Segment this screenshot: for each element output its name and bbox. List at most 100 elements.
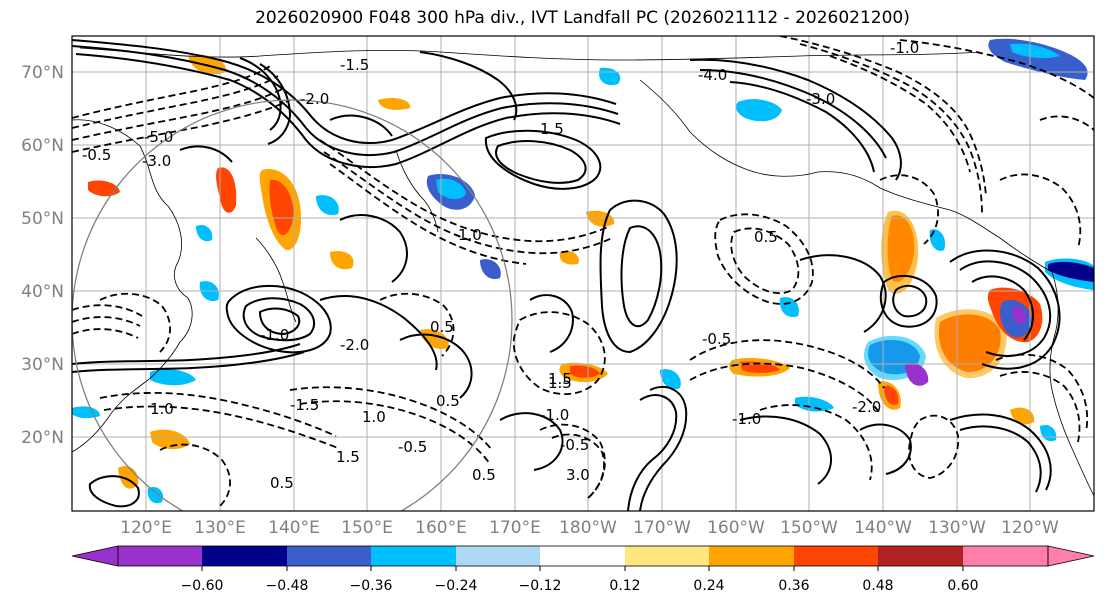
contour-label: 1.0	[150, 400, 174, 418]
lon-label: 140°E	[268, 518, 320, 538]
shade-cyan-region	[316, 195, 339, 216]
contour-label: 0.5	[270, 474, 294, 492]
contour-label: -4.0	[698, 66, 727, 84]
contour-label: 0.5	[436, 392, 460, 410]
coastline-asia	[72, 119, 193, 453]
contour-solid	[484, 129, 602, 190]
contour-solid	[72, 351, 305, 373]
contour-solid	[639, 385, 688, 511]
contour-solid	[339, 214, 408, 283]
contour-labels: -1.0 -5.0 -3.0 -0.5 -1.5 -4.0 -3.0 -2.0 …	[82, 39, 919, 492]
lat-label: 60°N	[21, 136, 64, 156]
contour-label: 1.0	[458, 226, 482, 244]
contour-dashed	[159, 443, 231, 507]
contour-solid	[627, 394, 678, 511]
contour-dashed	[730, 227, 800, 295]
lat-label: 20°N	[21, 428, 64, 448]
shade-purple-region	[1012, 306, 1027, 325]
lon-label: 120°W	[1001, 518, 1059, 538]
contour-dashed	[779, 36, 987, 197]
shade-cyan-region	[660, 369, 681, 390]
contour-solid	[72, 45, 619, 156]
contour-label: 0.5	[430, 318, 454, 336]
contour-solid	[72, 39, 617, 144]
shade-cyan-region	[795, 396, 834, 412]
coastline-na-west	[1049, 271, 1094, 497]
colorbar-segment	[878, 546, 963, 566]
contour-label: 1.5	[336, 448, 360, 466]
contour-dashed	[72, 328, 139, 339]
colorbar-segment	[118, 546, 202, 566]
contour-dashed	[551, 433, 605, 501]
contour-label: -5.0	[144, 128, 173, 146]
shade-red-region	[570, 365, 600, 378]
contour-solid	[689, 58, 902, 181]
colorbar-tick-label: 0.24	[693, 578, 724, 594]
contour-solid	[949, 413, 1052, 491]
longitude-labels: 120°E 130°E 140°E 150°E 160°E 170°E 180°…	[120, 518, 1059, 538]
contour-solid	[72, 343, 301, 365]
shade-purple-region	[905, 363, 929, 386]
contour-dashed	[329, 163, 527, 265]
latitude-labels: 70°N 60°N 50°N 40°N 30°N 20°N	[21, 63, 64, 448]
range-circle	[72, 99, 513, 511]
lon-label: 170°W	[633, 518, 691, 538]
contour-solid	[879, 274, 938, 328]
contour-dashed	[1039, 115, 1094, 131]
solid-contours	[72, 39, 1061, 511]
contour-label: -1.0	[732, 410, 761, 428]
lon-label: 160°W	[707, 518, 765, 538]
colorbar-tick-label: −0.48	[266, 578, 309, 594]
shaded-regions	[72, 38, 1094, 504]
coastline-kamchatka	[395, 149, 439, 233]
shade-red-region	[216, 167, 237, 213]
contour-label: -3.0	[142, 152, 171, 170]
contour-dashed	[72, 316, 141, 327]
shade-cyan-region	[150, 369, 196, 386]
contour-solid	[959, 425, 1042, 493]
colorbar-segment	[287, 546, 371, 566]
colorbar-extend-right	[1047, 545, 1095, 567]
colorbar-frame	[117, 545, 1049, 567]
contour-solid	[499, 412, 564, 471]
contour-solid	[399, 333, 473, 399]
shade-orange-region	[934, 309, 1007, 379]
contour-solid	[258, 307, 301, 336]
colorbar-segment	[456, 546, 540, 566]
shade-cyan-region	[929, 229, 946, 251]
shade-cyan-region	[1010, 43, 1060, 59]
contour-solid	[620, 225, 663, 328]
lon-label: 180°W	[559, 518, 617, 538]
contour-label: 0.5	[472, 466, 496, 484]
shade-orange-region	[330, 250, 354, 270]
contour-solid	[419, 51, 518, 121]
colorbar-ticks	[201, 566, 964, 571]
contour-dashed	[995, 353, 1089, 433]
contour-dashed	[899, 39, 1094, 99]
colorbar-tick-label: −0.12	[519, 578, 562, 594]
shade-red-region	[269, 179, 294, 236]
shade-cyan-region	[779, 297, 799, 318]
contour-solid	[495, 140, 587, 184]
contour-label: 1.0	[362, 408, 386, 426]
lat-label: 50°N	[21, 209, 64, 229]
contour-dashed	[689, 339, 885, 389]
shade-orange-region	[378, 97, 411, 110]
shade-cyan-region	[736, 99, 782, 122]
colorbar-tick-label: 0.12	[609, 578, 640, 594]
contour-solid	[88, 475, 140, 508]
contour-solid	[739, 415, 833, 485]
contour-dashed	[99, 392, 337, 437]
lon-label: 150°W	[780, 518, 838, 538]
contour-solid	[319, 295, 438, 371]
colorbar-segment	[794, 546, 878, 566]
contour-label: -2.0	[340, 336, 369, 354]
colorbar-tick-label: −0.60	[181, 578, 224, 594]
lon-label: 170°E	[489, 518, 541, 538]
contour-dashed	[379, 292, 455, 357]
contour-solid	[799, 254, 887, 333]
contour-solid	[971, 275, 1034, 341]
contour-dashed	[999, 371, 1081, 443]
contour-dashed	[879, 174, 939, 245]
contour-solid	[949, 249, 1061, 370]
